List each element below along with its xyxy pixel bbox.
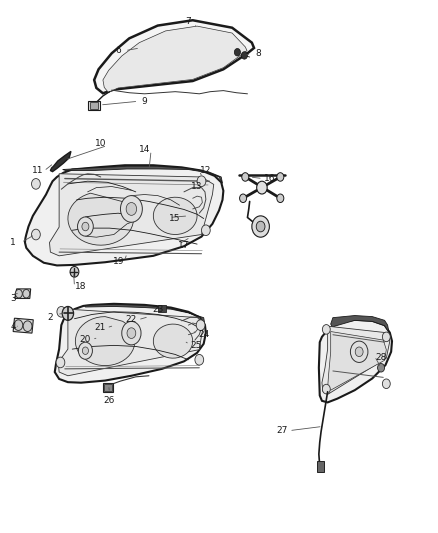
Bar xyxy=(104,384,112,391)
Text: 2: 2 xyxy=(48,313,53,321)
Circle shape xyxy=(350,341,368,362)
Text: 1: 1 xyxy=(10,238,16,247)
Text: 15: 15 xyxy=(170,214,181,223)
Text: 4: 4 xyxy=(11,322,16,330)
Bar xyxy=(158,305,166,312)
Circle shape xyxy=(195,354,204,365)
Circle shape xyxy=(15,289,22,298)
Polygon shape xyxy=(319,320,392,402)
Circle shape xyxy=(127,328,136,338)
Circle shape xyxy=(382,379,390,389)
Circle shape xyxy=(257,181,267,194)
Polygon shape xyxy=(328,332,386,390)
Circle shape xyxy=(57,306,66,317)
Polygon shape xyxy=(94,20,254,93)
Circle shape xyxy=(355,347,363,357)
Circle shape xyxy=(78,342,92,359)
Circle shape xyxy=(197,176,206,187)
Circle shape xyxy=(82,222,89,231)
Circle shape xyxy=(32,179,40,189)
Polygon shape xyxy=(63,166,223,183)
Bar xyxy=(103,383,113,392)
Polygon shape xyxy=(322,326,390,394)
Text: 25: 25 xyxy=(191,341,202,350)
Circle shape xyxy=(14,320,23,330)
Text: 27: 27 xyxy=(277,426,288,435)
Circle shape xyxy=(382,332,390,342)
Polygon shape xyxy=(15,289,31,298)
Circle shape xyxy=(322,325,330,334)
Text: 3: 3 xyxy=(10,294,16,303)
Circle shape xyxy=(32,229,40,240)
Circle shape xyxy=(241,52,247,59)
Polygon shape xyxy=(25,165,223,265)
Circle shape xyxy=(126,203,137,215)
Circle shape xyxy=(23,321,32,332)
Circle shape xyxy=(234,49,240,56)
Circle shape xyxy=(70,266,79,277)
Text: 18: 18 xyxy=(75,282,87,291)
Polygon shape xyxy=(55,304,206,383)
Circle shape xyxy=(256,221,265,232)
Bar xyxy=(317,461,324,472)
Circle shape xyxy=(242,173,249,181)
Text: 9: 9 xyxy=(141,97,148,106)
Circle shape xyxy=(23,289,30,298)
Text: 16: 16 xyxy=(264,174,275,183)
Circle shape xyxy=(322,384,330,394)
Text: 14: 14 xyxy=(139,145,150,154)
Text: 8: 8 xyxy=(255,49,261,58)
Text: 21: 21 xyxy=(94,324,106,332)
Circle shape xyxy=(120,196,142,222)
Text: 11: 11 xyxy=(32,166,43,175)
Circle shape xyxy=(82,347,88,354)
Circle shape xyxy=(240,194,247,203)
Polygon shape xyxy=(68,193,134,245)
Circle shape xyxy=(252,216,269,237)
Polygon shape xyxy=(75,317,135,366)
Polygon shape xyxy=(153,197,197,235)
Text: 20: 20 xyxy=(80,335,91,344)
Text: 26: 26 xyxy=(104,397,115,405)
Text: 19: 19 xyxy=(113,257,124,265)
Text: 23: 23 xyxy=(152,305,163,313)
Circle shape xyxy=(196,320,205,330)
Polygon shape xyxy=(85,304,205,325)
Text: 7: 7 xyxy=(185,17,191,26)
Text: 13: 13 xyxy=(191,182,203,191)
Text: 28: 28 xyxy=(375,353,387,361)
Polygon shape xyxy=(50,151,71,172)
Polygon shape xyxy=(49,174,214,256)
Circle shape xyxy=(78,217,93,236)
Polygon shape xyxy=(88,101,100,110)
Circle shape xyxy=(378,364,385,372)
Polygon shape xyxy=(331,316,389,333)
Text: 10: 10 xyxy=(95,140,106,148)
Circle shape xyxy=(56,357,65,368)
Polygon shape xyxy=(90,102,98,109)
Polygon shape xyxy=(103,26,247,93)
Text: 12: 12 xyxy=(200,166,212,175)
Circle shape xyxy=(277,173,284,181)
Text: 6: 6 xyxy=(115,46,121,55)
Polygon shape xyxy=(13,318,33,333)
Circle shape xyxy=(277,194,284,203)
Circle shape xyxy=(201,225,210,236)
Circle shape xyxy=(62,306,74,320)
Polygon shape xyxy=(58,309,204,376)
Text: 17: 17 xyxy=(178,241,190,249)
Polygon shape xyxy=(153,324,193,358)
Text: 22: 22 xyxy=(126,316,137,324)
Circle shape xyxy=(122,321,141,345)
Text: 24: 24 xyxy=(198,330,209,338)
